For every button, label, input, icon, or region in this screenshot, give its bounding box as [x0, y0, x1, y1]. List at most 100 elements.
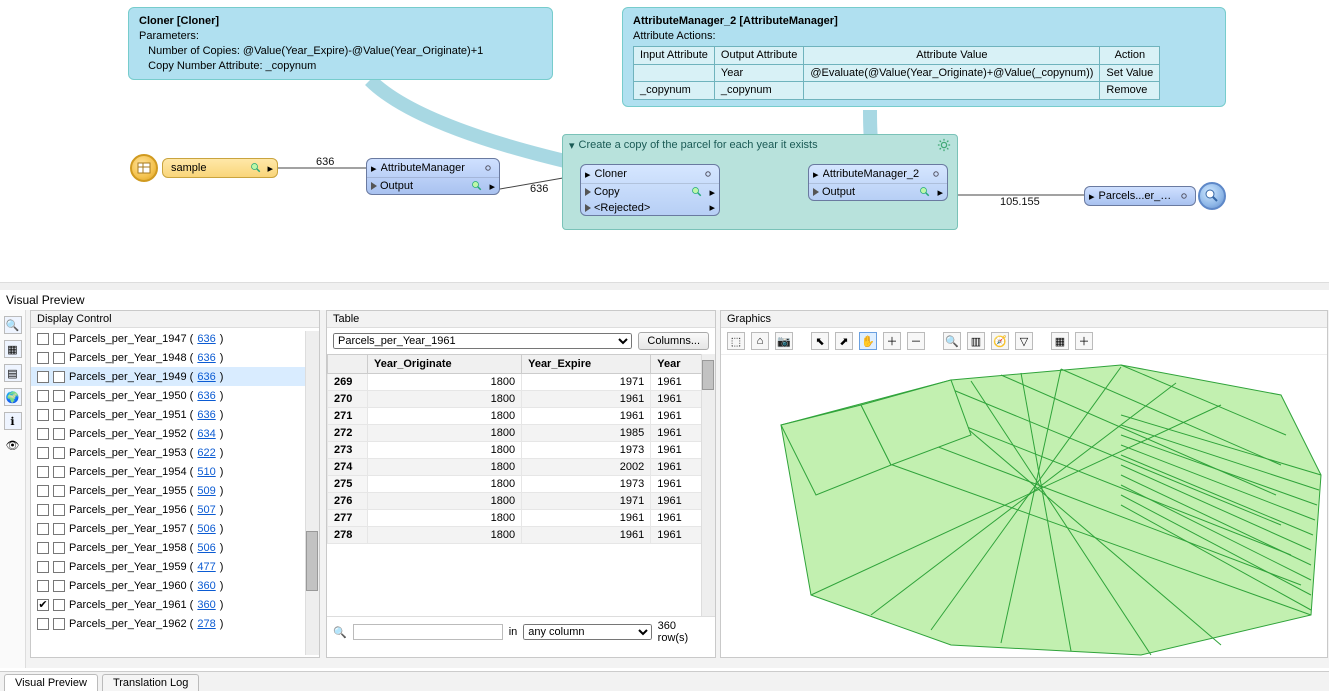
display-control-row[interactable]: Parcels_per_Year_1959 ( 477 ) [31, 557, 319, 576]
writer-icon[interactable] [1198, 182, 1226, 210]
layer-count-link[interactable]: 278 [197, 618, 215, 630]
checkbox[interactable] [37, 542, 49, 554]
scrollbar[interactable] [701, 354, 715, 616]
display-control-row[interactable]: Parcels_per_Year_1955 ( 509 ) [31, 481, 319, 500]
display-control-row[interactable]: Parcels_per_Year_1960 ( 360 ) [31, 576, 319, 595]
checkbox[interactable] [37, 447, 49, 459]
magnifier-icon[interactable] [249, 161, 263, 175]
tool-home-icon[interactable]: ⌂ [751, 332, 769, 350]
view-table-icon[interactable]: ▦ [4, 340, 22, 358]
view-globe-icon[interactable]: 🌍 [4, 388, 22, 406]
layer-count-link[interactable]: 360 [197, 580, 215, 592]
checkbox[interactable] [37, 428, 49, 440]
search-input[interactable] [353, 624, 503, 640]
gear-icon[interactable] [929, 167, 943, 181]
view-info-icon[interactable]: ℹ [4, 412, 22, 430]
workspace-canvas[interactable]: 636 636 105.155 105.155 Cloner [Cloner] … [0, 0, 1329, 290]
search-column-select[interactable]: any column [523, 624, 651, 640]
col-year-originate[interactable]: Year_Originate [368, 355, 522, 374]
table-row[interactable]: 278180019611961 [328, 527, 715, 544]
table-row[interactable]: 275180019731961 [328, 476, 715, 493]
display-control-row[interactable]: Parcels_per_Year_1954 ( 510 ) [31, 462, 319, 481]
display-control-row[interactable]: Parcels_per_Year_1957 ( 506 ) [31, 519, 319, 538]
checkbox[interactable] [37, 390, 49, 402]
table-row[interactable]: 273180019731961 [328, 442, 715, 459]
layer-count-link[interactable]: 510 [197, 466, 215, 478]
layer-count-link[interactable]: 509 [197, 485, 215, 497]
checkbox[interactable] [37, 409, 49, 421]
display-control-row[interactable]: Parcels_per_Year_1947 ( 636 ) [31, 329, 319, 348]
gear-icon[interactable] [481, 161, 495, 175]
layer-count-link[interactable]: 477 [197, 561, 215, 573]
checkbox[interactable] [37, 371, 49, 383]
checkbox[interactable] [37, 333, 49, 345]
layer-count-link[interactable]: 506 [197, 523, 215, 535]
layer-count-link[interactable]: 506 [197, 542, 215, 554]
tool-filter-icon[interactable]: ▽ [1015, 332, 1033, 350]
checkbox[interactable] [37, 618, 49, 630]
view-grid-icon[interactable]: ▤ [4, 364, 22, 382]
gear-icon[interactable] [701, 167, 715, 181]
tool-measure-icon[interactable]: 🧭 [991, 332, 1009, 350]
display-control-row[interactable]: Parcels_per_Year_1948 ( 636 ) [31, 348, 319, 367]
gear-icon[interactable] [1177, 189, 1191, 203]
cloner-node[interactable]: ▸ Cloner Copy ▸ <Rejected> ▸ [580, 164, 720, 216]
layer-count-link[interactable]: 636 [197, 371, 215, 383]
display-control-row[interactable]: Parcels_per_Year_1949 ( 636 ) [31, 367, 319, 386]
map-view[interactable] [721, 355, 1327, 657]
tool-camera-icon[interactable]: 📷 [775, 332, 793, 350]
layer-count-link[interactable]: 636 [197, 409, 215, 421]
layer-count-link[interactable]: 636 [197, 352, 215, 364]
tool-zoomout-icon[interactable]: － [907, 332, 925, 350]
checkbox[interactable] [37, 466, 49, 478]
layer-count-link[interactable]: 634 [197, 428, 215, 440]
attributemanager-node[interactable]: ▸ AttributeManager Output ▸ [366, 158, 500, 195]
display-control-row[interactable]: Parcels_per_Year_1952 ( 634 ) [31, 424, 319, 443]
tool-zoomfit-icon[interactable]: 🔍 [943, 332, 961, 350]
layer-count-link[interactable]: 636 [197, 390, 215, 402]
tab-translation-log[interactable]: Translation Log [102, 674, 199, 691]
tool-pick-icon[interactable]: ⬉ [811, 332, 829, 350]
table-feature-select[interactable]: Parcels_per_Year_1961 [333, 333, 632, 349]
reader-icon[interactable] [130, 154, 158, 182]
layer-count-link[interactable]: 507 [197, 504, 215, 516]
attributemanager2-node[interactable]: ▸ AttributeManager_2 Output ▸ [808, 164, 948, 201]
magnifier-icon[interactable] [690, 185, 704, 199]
layer-count-link[interactable]: 636 [197, 333, 215, 345]
checkbox[interactable] [37, 523, 49, 535]
display-control-row[interactable]: Parcels_per_Year_1951 ( 636 ) [31, 405, 319, 424]
checkbox[interactable] [37, 561, 49, 573]
tool-add-icon[interactable]: ＋ [1075, 332, 1093, 350]
checkbox[interactable] [37, 352, 49, 364]
checkbox[interactable]: ✔ [37, 599, 49, 611]
layer-count-link[interactable]: 360 [197, 599, 215, 611]
table-row[interactable]: 277180019611961 [328, 510, 715, 527]
tool-pick2-icon[interactable]: ⬈ [835, 332, 853, 350]
gear-icon[interactable] [937, 138, 951, 152]
display-control-row[interactable]: Parcels_per_Year_1953 ( 622 ) [31, 443, 319, 462]
table-row[interactable]: 270180019611961 [328, 391, 715, 408]
view-eye-icon[interactable]: 👁 [4, 436, 22, 454]
tool-select-icon[interactable]: ⬚ [727, 332, 745, 350]
data-table[interactable]: Year_Originate Year_Expire Year 26918001… [327, 354, 715, 544]
tool-layers-icon[interactable]: ▥ [967, 332, 985, 350]
table-row[interactable]: 274180020021961 [328, 459, 715, 476]
layer-count-link[interactable]: 622 [197, 447, 215, 459]
reader-node[interactable]: sample ▸ [162, 158, 278, 178]
scrollbar-thumb[interactable] [702, 360, 714, 390]
table-row[interactable]: 272180019851961 [328, 425, 715, 442]
tool-pan-icon[interactable]: ✋ [859, 332, 877, 350]
view-a-icon[interactable]: 🔍 [4, 316, 22, 334]
display-control-row[interactable]: ✔Parcels_per_Year_1961 ( 360 ) [31, 595, 319, 614]
display-control-row[interactable]: Parcels_per_Year_1956 ( 507 ) [31, 500, 319, 519]
display-control-row[interactable]: Parcels_per_Year_1958 ( 506 ) [31, 538, 319, 557]
checkbox[interactable] [37, 504, 49, 516]
writer-node[interactable]: ▸ Parcels...er_Year [1084, 186, 1196, 206]
display-control-list[interactable]: Parcels_per_Year_1947 ( 636 )Parcels_per… [31, 329, 319, 657]
scrollbar-thumb[interactable] [306, 531, 318, 591]
table-row[interactable]: 271180019611961 [328, 408, 715, 425]
col-year-expire[interactable]: Year_Expire [522, 355, 651, 374]
table-row[interactable]: 276180019711961 [328, 493, 715, 510]
magnifier-icon[interactable] [470, 179, 484, 193]
table-row[interactable]: 269180019711961 [328, 374, 715, 391]
